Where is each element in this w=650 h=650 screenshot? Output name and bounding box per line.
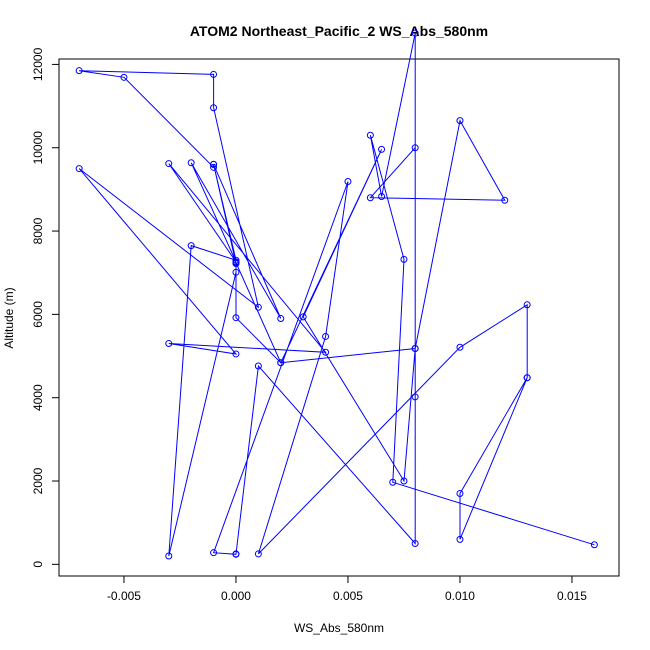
data-point <box>165 340 173 348</box>
x-axis-label: WS_Abs_580nm <box>294 621 384 635</box>
data-point <box>523 301 531 309</box>
data-point <box>378 145 386 153</box>
x-tick-label: 0.005 <box>333 589 363 603</box>
data-point <box>210 549 218 557</box>
data-point <box>75 67 83 75</box>
data-point <box>411 345 419 353</box>
data-point <box>232 550 240 558</box>
x-tick-label: 0.015 <box>557 589 587 603</box>
data-point <box>299 313 307 321</box>
series-line <box>78 33 595 557</box>
y-tick-label: 10000 <box>31 131 45 165</box>
data-point <box>232 260 240 268</box>
data-point <box>322 348 330 356</box>
data-point <box>411 393 419 401</box>
data-point <box>277 315 285 323</box>
data-point <box>322 332 330 340</box>
data-point <box>254 303 262 311</box>
y-axis: 0 2000 4000 6000 8000 10000 12000 <box>31 47 60 568</box>
data-point <box>456 490 464 498</box>
y-tick-label: 4000 <box>31 384 45 411</box>
y-tick-label: 0 <box>31 561 45 568</box>
data-point <box>187 242 195 250</box>
data-point <box>400 477 408 485</box>
data-point <box>232 350 240 358</box>
data-point <box>165 160 173 168</box>
y-tick-label: 12000 <box>31 47 45 81</box>
data-point <box>254 362 262 370</box>
data-point <box>187 159 195 167</box>
data-point <box>378 192 386 200</box>
plot-frame <box>58 58 620 577</box>
data-point <box>165 552 173 560</box>
x-tick-label: -0.005 <box>107 589 141 603</box>
x-tick-label: 0.010 <box>445 589 475 603</box>
y-tick-label: 2000 <box>31 467 45 494</box>
data-point <box>411 540 419 548</box>
x-tick-label: 0.000 <box>221 589 251 603</box>
data-point <box>411 29 419 37</box>
y-tick-label: 6000 <box>31 301 45 328</box>
data-point <box>210 70 218 78</box>
data-point <box>366 131 374 139</box>
data-point <box>366 194 374 202</box>
y-axis-label: Altitude (m) <box>2 287 16 348</box>
data-point <box>456 117 464 125</box>
data-point <box>210 163 218 171</box>
data-point <box>400 255 408 263</box>
data-point <box>277 359 285 367</box>
data-point <box>344 177 352 185</box>
chart-title: ATOM2 Northeast_Pacific_2 WS_Abs_580nm <box>190 23 488 39</box>
series-layer <box>75 29 598 560</box>
data-point <box>456 535 464 543</box>
data-point <box>456 343 464 351</box>
data-point <box>75 165 83 173</box>
y-tick-label: 8000 <box>31 217 45 244</box>
data-point <box>411 144 419 152</box>
data-point <box>523 374 531 382</box>
data-point <box>254 550 262 558</box>
data-point <box>501 196 509 204</box>
data-point <box>590 541 598 549</box>
data-point <box>210 104 218 112</box>
data-point <box>389 478 397 486</box>
data-point <box>210 160 218 168</box>
data-point <box>120 73 128 81</box>
data-point <box>232 314 240 322</box>
x-axis: -0.005 0.000 0.005 0.010 0.015 <box>107 575 587 603</box>
data-point <box>232 268 240 276</box>
